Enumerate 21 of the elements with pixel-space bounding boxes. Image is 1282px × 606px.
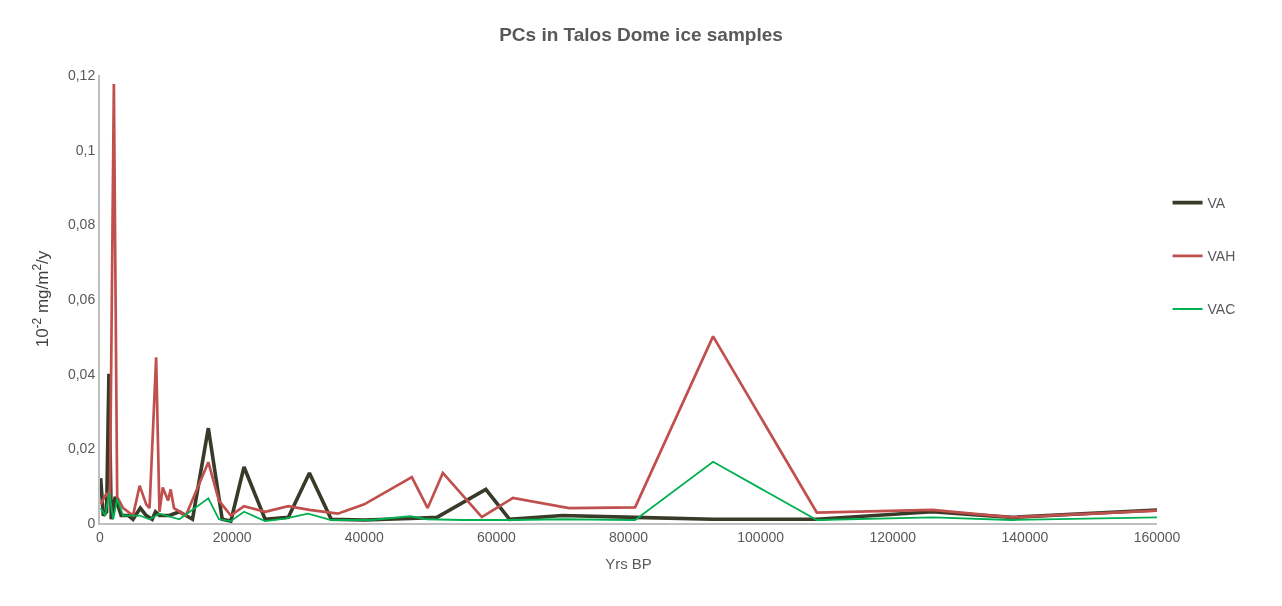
x-tick-label: 40000 xyxy=(344,528,384,545)
x-tick-label: 160000 xyxy=(1133,528,1181,545)
x-tick-label: 60000 xyxy=(476,528,517,545)
x-tick-label: 140000 xyxy=(1001,528,1049,545)
x-tick-label: 20000 xyxy=(212,528,252,545)
y-tick-label: 0,02 xyxy=(67,440,96,457)
chart-title: PCs in Talos Dome ice samples xyxy=(499,23,783,45)
y-tick-label: 0,1 xyxy=(75,141,96,158)
x-tick-label: 100000 xyxy=(737,528,785,545)
legend-label: VA xyxy=(1207,195,1226,212)
x-tick-label: 120000 xyxy=(869,528,917,545)
y-tick-label: 0 xyxy=(87,514,96,531)
x-axis-title: Yrs BP xyxy=(605,555,652,573)
line-series xyxy=(100,82,1157,519)
x-tick-label: 80000 xyxy=(609,528,649,545)
legend-label: VAH xyxy=(1207,248,1236,265)
y-tick-label: 0,06 xyxy=(67,290,96,307)
y-tick-label: 0,04 xyxy=(67,365,96,382)
legend-label: VAC xyxy=(1207,301,1236,318)
y-tick-label: 0,08 xyxy=(67,216,96,233)
y-tick-label: 0,12 xyxy=(67,66,96,83)
